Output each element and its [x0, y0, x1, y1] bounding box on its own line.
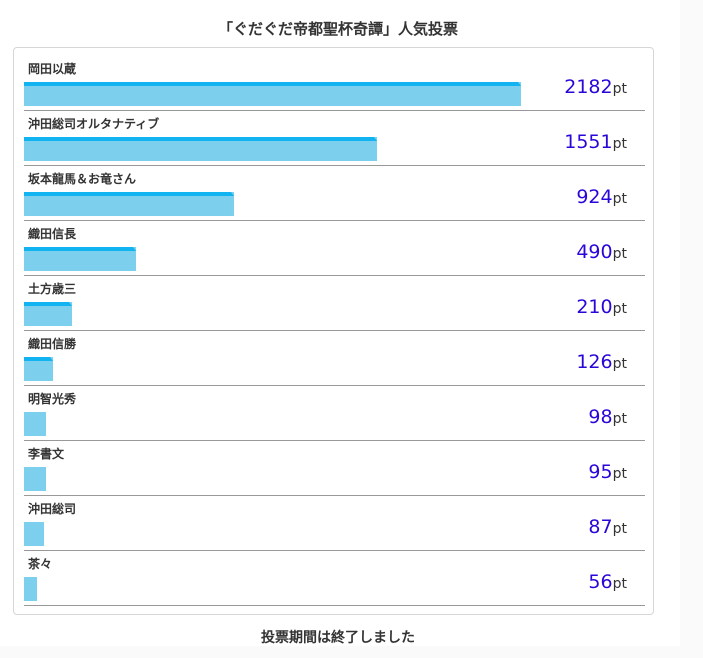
- poll-result-row: 沖田総司オルタナティブ 1551pt: [24, 111, 645, 166]
- vote-score: 210pt: [576, 296, 627, 318]
- vote-score-unit: pt: [612, 246, 627, 262]
- vote-score: 490pt: [576, 241, 627, 263]
- vote-score: 924pt: [576, 186, 627, 208]
- vote-score-unit: pt: [612, 466, 627, 482]
- poll-result-row: 織田信長 490pt: [24, 221, 645, 276]
- candidate-name: 李書文: [28, 447, 65, 461]
- candidate-name: 坂本龍馬＆お竜さん: [28, 172, 137, 186]
- vote-bar: [24, 247, 136, 271]
- vote-bar-cap: [24, 137, 377, 141]
- vote-score-unit: pt: [612, 191, 627, 207]
- vote-bar: [24, 522, 44, 546]
- vote-score-unit: pt: [612, 301, 627, 317]
- vote-score-value: 95: [588, 461, 613, 483]
- vote-bar: [24, 357, 53, 381]
- poll-status-message: 投票期間は終了しました: [261, 630, 415, 646]
- poll-results-list: 岡田以蔵 2182pt 沖田総司オルタナティブ 1551pt 坂本龍馬＆お竜さん: [24, 56, 645, 606]
- vote-score: 95pt: [588, 461, 627, 483]
- vote-bar: [24, 82, 521, 106]
- vote-score-unit: pt: [612, 356, 627, 372]
- vote-bar-cap: [24, 302, 72, 306]
- vote-score-value: 87: [588, 516, 613, 538]
- candidate-name: 沖田総司オルタナティブ: [28, 117, 160, 131]
- poll-result-row: 織田信勝 126pt: [24, 331, 645, 386]
- vote-bar: [24, 192, 234, 216]
- candidate-name: 岡田以蔵: [28, 62, 77, 76]
- poll-result-row: 岡田以蔵 2182pt: [24, 56, 645, 111]
- poll-result-row: 沖田総司 87pt: [24, 496, 645, 551]
- vote-score-unit: pt: [612, 576, 627, 592]
- vote-score-value: 1551: [564, 131, 613, 153]
- vote-score-unit: pt: [612, 81, 627, 97]
- poll-result-row: 明智光秀 98pt: [24, 386, 645, 441]
- vote-score: 98pt: [588, 406, 627, 428]
- vote-bar: [24, 577, 37, 601]
- vote-score: 56pt: [588, 571, 627, 593]
- candidate-name: 明智光秀: [28, 392, 77, 406]
- vote-score-value: 126: [576, 351, 613, 373]
- vote-score-unit: pt: [612, 136, 627, 152]
- poll-result-row: 土方歳三 210pt: [24, 276, 645, 331]
- vote-bar-cap: [24, 192, 234, 196]
- candidate-name: 織田信勝: [28, 337, 77, 351]
- vote-bar: [24, 137, 377, 161]
- vote-score-value: 490: [576, 241, 613, 263]
- vote-score-value: 98: [588, 406, 613, 428]
- poll-result-row: 坂本龍馬＆お竜さん 924pt: [24, 166, 645, 221]
- poll-results-panel: 岡田以蔵 2182pt 沖田総司オルタナティブ 1551pt 坂本龍馬＆お竜さん: [13, 47, 654, 615]
- vote-score-value: 210: [576, 296, 613, 318]
- vote-score-unit: pt: [612, 521, 627, 537]
- vote-score: 126pt: [576, 351, 627, 373]
- candidate-name: 土方歳三: [28, 282, 77, 296]
- poll-title: 「ぐだぐだ帝都聖杯奇譚」人気投票: [217, 20, 458, 38]
- poll-result-row: 李書文 95pt: [24, 441, 645, 496]
- page-right-margin: [680, 0, 703, 658]
- vote-score: 1551pt: [564, 131, 627, 153]
- vote-bar: [24, 467, 46, 491]
- vote-bar: [24, 302, 72, 326]
- vote-score-value: 924: [576, 186, 613, 208]
- vote-bar-cap: [24, 357, 53, 361]
- vote-score-value: 56: [588, 571, 613, 593]
- vote-score: 2182pt: [564, 76, 627, 98]
- vote-score-unit: pt: [612, 411, 627, 427]
- vote-score: 87pt: [588, 516, 627, 538]
- vote-bar-cap: [24, 247, 136, 251]
- poll-result-row: 茶々 56pt: [24, 551, 645, 606]
- vote-bar: [24, 412, 46, 436]
- candidate-name: 茶々: [28, 557, 53, 571]
- vote-bar-cap: [24, 82, 521, 86]
- candidate-name: 沖田総司: [28, 502, 77, 516]
- page-bottom-margin: [0, 646, 703, 658]
- vote-score-value: 2182: [564, 76, 613, 98]
- candidate-name: 織田信長: [28, 227, 77, 241]
